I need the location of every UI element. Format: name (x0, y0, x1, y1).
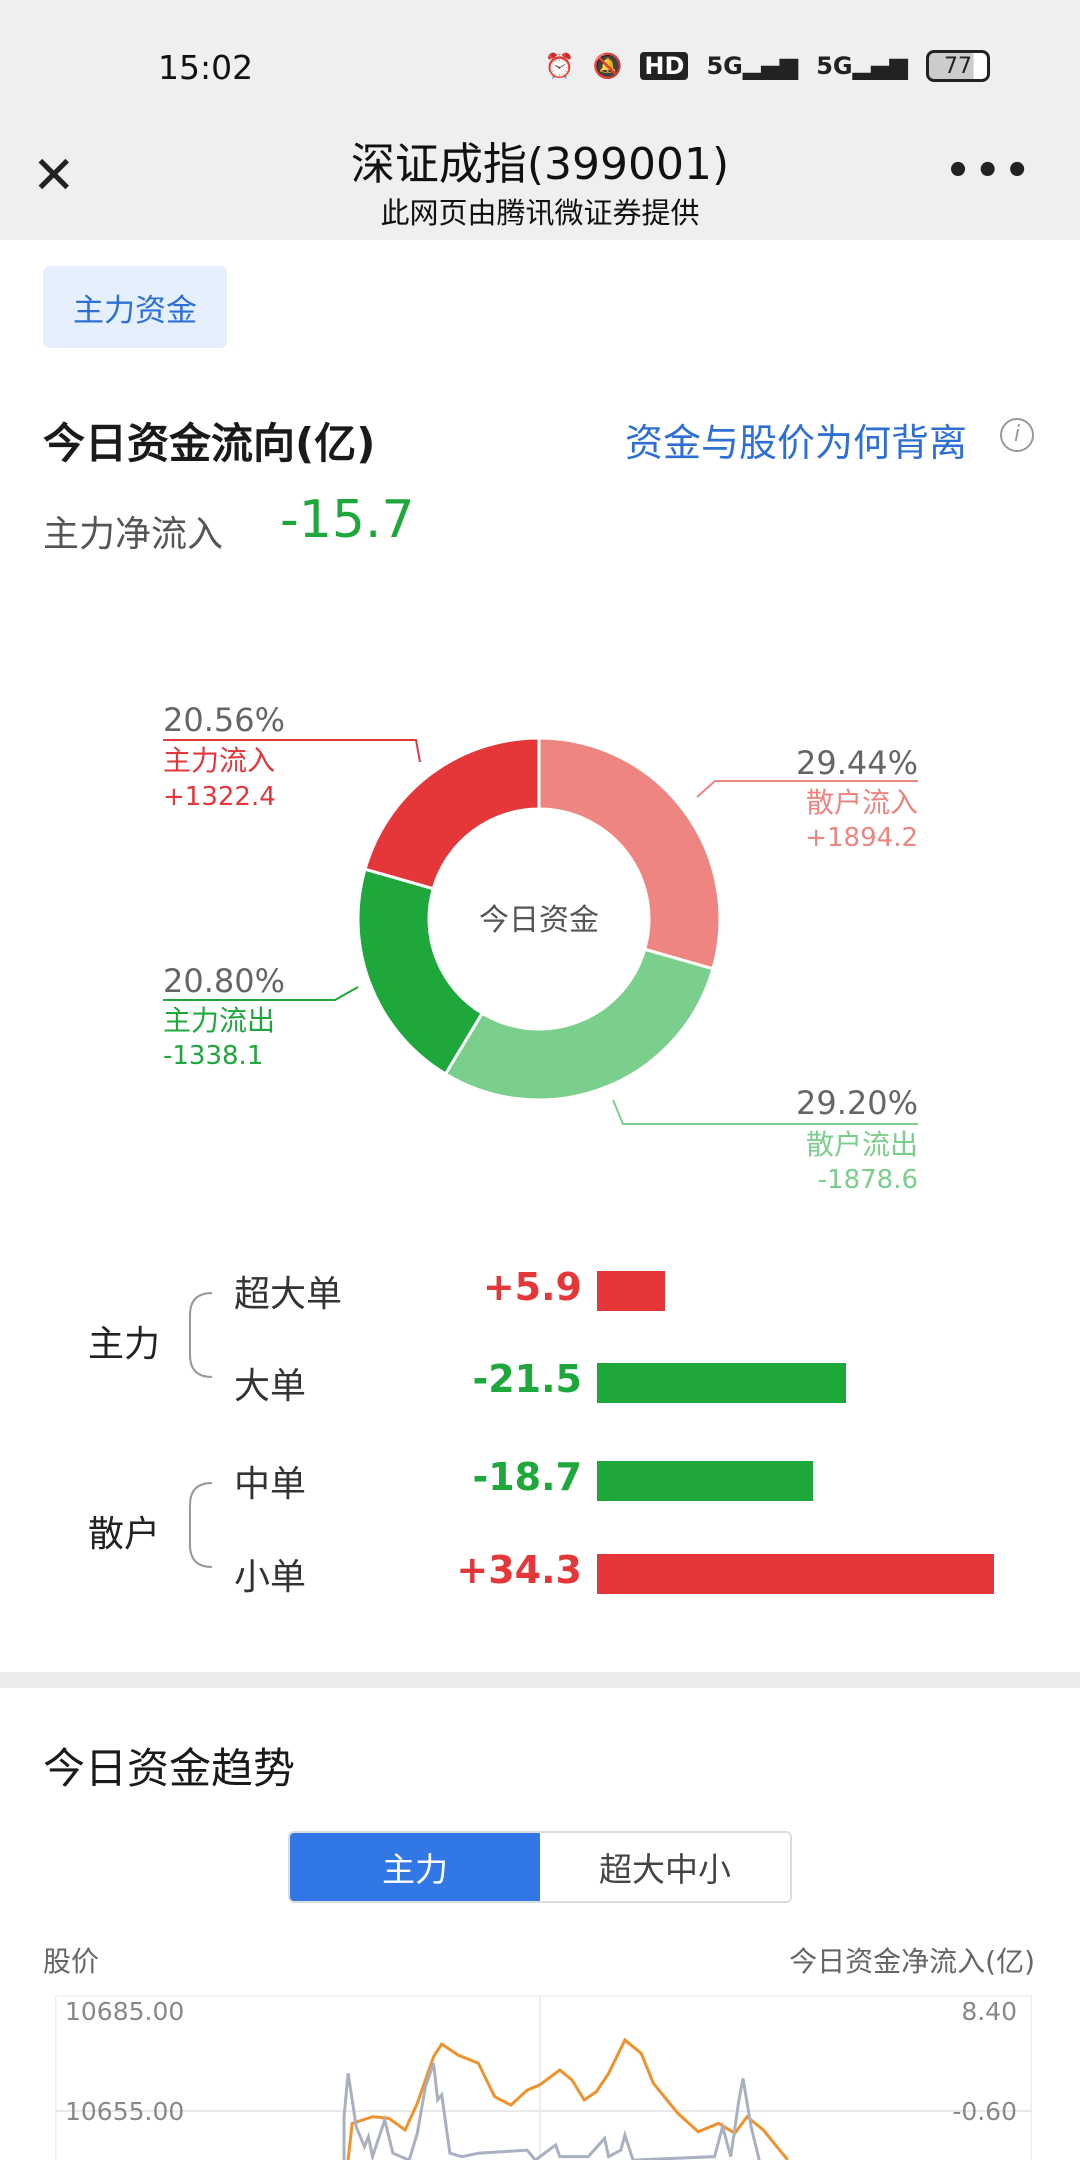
more-icon[interactable]: ••• (945, 148, 1034, 194)
order-type-label: 小单 (234, 1557, 307, 1598)
slice-label: 散户流出 (806, 1128, 918, 1161)
signal-5g-icon-2: 5G▂▄▆ (816, 52, 908, 80)
order-value: -21.5 (472, 1357, 582, 1401)
price-line (342, 2062, 761, 2160)
left-tick-label: 10655.00 (65, 2097, 184, 2126)
slice-pct: 20.80% (163, 962, 285, 1000)
flow-heading: 今日资金流向(亿) (43, 419, 376, 468)
group-label-retail: 散户 (88, 1514, 161, 1555)
order-value: -18.7 (472, 1455, 582, 1499)
group-brackets (189, 1292, 213, 1568)
alarm-icon: ⏰ (544, 52, 575, 80)
net-inflow-value: -15.7 (280, 490, 415, 550)
donut-slice[interactable] (363, 736, 541, 891)
trend-chart: 10685.00 10655.00 8.40 -0.60 (55, 1995, 1032, 2160)
battery-icon: 77 (926, 50, 990, 82)
slice-label: 主力流入 (163, 744, 275, 777)
slice-amount: -1878.6 (818, 1165, 918, 1195)
section-divider (0, 1672, 1080, 1688)
order-bar (597, 1461, 814, 1501)
hd-icon: HD (640, 52, 689, 80)
donut-slice[interactable] (537, 736, 722, 971)
right-tick-label: 8.40 (961, 1997, 1017, 2026)
clock: 15:02 (158, 48, 254, 87)
slice-amount: -1338.1 (163, 1041, 263, 1071)
slice-amount: +1322.4 (163, 782, 276, 812)
slice-pct: 29.20% (796, 1084, 918, 1122)
signal-5g-icon: 5G▂▄▆ (706, 52, 799, 80)
close-icon[interactable]: ✕ (32, 146, 76, 206)
slice-amount: +1894.2 (805, 823, 918, 853)
slice-pct: 29.44% (796, 744, 918, 782)
order-value: +34.3 (456, 1548, 582, 1592)
page-subtitle: 此网页由腾讯微证券提供 (380, 196, 700, 230)
right-axis-title: 今日资金净流入(亿) (789, 1945, 1035, 1978)
status-icons: ⏰ 🔕 HD 5G▂▄▆ 5G▂▄▆ 77 (545, 50, 990, 82)
page-title: 深证成指(399001) (350, 139, 730, 190)
divergence-link[interactable]: 资金与股价为何背离 (625, 421, 968, 465)
left-tick-label: 10685.00 (65, 1997, 184, 2026)
donut-slice[interactable] (443, 947, 715, 1102)
leader-line (163, 739, 421, 763)
order-type-label: 超大单 (234, 1274, 343, 1315)
main-funds-tag[interactable]: 主力资金 (43, 266, 227, 348)
right-tick-label: -0.60 (952, 2097, 1017, 2126)
trend-tabs: 主力 超大中小 (288, 1831, 792, 1903)
donut-center-label: 今日资金 (479, 903, 599, 938)
slice-pct: 20.56% (163, 701, 285, 739)
donut-chart: 今日资金 29.44% 散户流入 +1894.2 29.20% 散户流出 -18… (163, 701, 918, 1195)
info-icon[interactable]: i (1000, 418, 1034, 452)
donut-slice[interactable] (356, 867, 485, 1077)
leader-line (163, 986, 359, 1001)
order-value: +5.9 (482, 1265, 582, 1309)
order-type-label: 中单 (234, 1464, 307, 1505)
left-axis-title: 股价 (43, 1945, 100, 1978)
trend-heading: 今日资金趋势 (43, 1744, 296, 1793)
net-inflow-label: 主力净流入 (43, 514, 224, 555)
order-bar (597, 1271, 666, 1311)
bell-muted-icon: 🔕 (592, 52, 623, 80)
net-inflow-line (346, 2037, 789, 2160)
leader-line (612, 1099, 918, 1125)
order-type-label: 大单 (234, 1366, 307, 1407)
tab-size-breakdown[interactable]: 超大中小 (540, 1833, 790, 1901)
leader-line (696, 780, 918, 798)
slice-label: 主力流出 (163, 1004, 275, 1037)
order-bar (597, 1363, 846, 1403)
title-bar (0, 100, 1080, 240)
slice-label: 散户流入 (806, 786, 918, 819)
status-bar: 15:02 ⏰ 🔕 HD 5G▂▄▆ 5G▂▄▆ 77 (0, 0, 1080, 100)
group-label-main: 主力 (88, 1324, 161, 1365)
order-bar (597, 1554, 994, 1594)
tab-main[interactable]: 主力 (290, 1833, 540, 1901)
